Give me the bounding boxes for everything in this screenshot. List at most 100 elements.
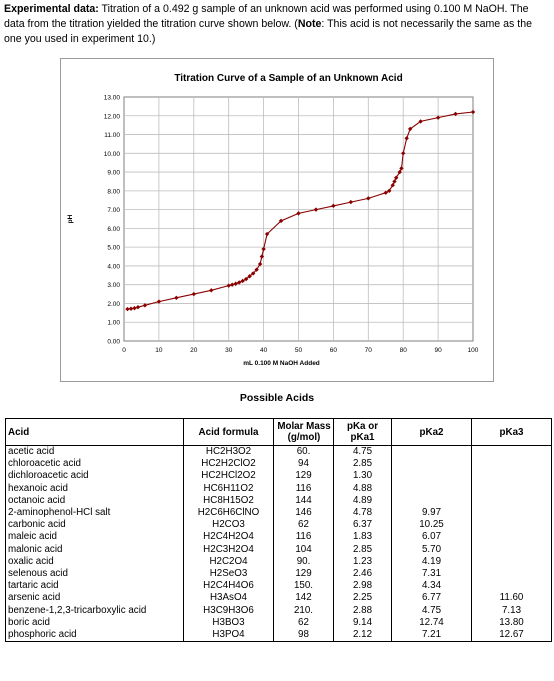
pka1-cell: 2.25 <box>333 592 392 605</box>
data-point <box>247 274 252 279</box>
pka3-cell: 13.80 <box>471 616 552 629</box>
data-point <box>418 119 423 124</box>
y-axis-label: pH <box>67 214 74 223</box>
data-point <box>125 306 130 312</box>
table-row: oxalic acid H2C2O4 90. 1.23 4.19 <box>5 555 552 568</box>
data-point <box>390 183 395 188</box>
molar-mass-cell: 150. <box>273 580 334 593</box>
formula-cell: H2C4H4O6 <box>183 580 274 593</box>
formula-cell: H2C4H2O4 <box>183 531 274 544</box>
pka3-cell <box>471 494 552 507</box>
header-pka1: pKa or pKa1 <box>333 418 392 446</box>
data-point <box>392 179 397 184</box>
pka2-cell: 4.34 <box>391 580 472 593</box>
pka3-cell <box>471 531 552 544</box>
x-tick-label: 0 <box>122 347 126 354</box>
pka2-cell <box>391 445 472 459</box>
acid-cell: octanoic acid <box>5 494 184 507</box>
y-tick-label: 9.00 <box>107 170 120 177</box>
data-point <box>383 190 388 195</box>
pka3-cell <box>471 470 552 483</box>
data-point <box>261 246 266 252</box>
pka1-cell: 6.37 <box>333 519 392 532</box>
y-tick-label: 10.00 <box>104 151 121 158</box>
pka2-cell <box>391 470 472 483</box>
formula-cell: HC2H2ClO2 <box>183 458 274 471</box>
data-point <box>407 126 413 132</box>
pka2-cell: 5.70 <box>391 543 472 556</box>
x-tick-label: 80 <box>400 347 408 354</box>
pka2-cell: 9.97 <box>391 506 472 520</box>
y-tick-label: 5.00 <box>107 245 120 252</box>
table-row: malonic acid H2C3H2O4 104 2.85 5.70 <box>5 543 552 556</box>
y-tick-label: 3.00 <box>107 282 120 289</box>
pka3-cell <box>471 482 552 495</box>
formula-cell: HC8H15O2 <box>183 494 274 507</box>
data-point <box>243 276 249 282</box>
table-header-row: Acid Acid formula Molar Mass (g/mol) pKa… <box>5 418 552 446</box>
y-tick-label: 0.00 <box>107 339 120 346</box>
data-point <box>470 109 476 115</box>
data-point <box>229 282 235 287</box>
acid-cell: carbonic acid <box>5 519 184 532</box>
formula-cell: HC2HCl2O2 <box>183 470 274 483</box>
pka1-cell: 1.23 <box>333 555 392 568</box>
molar-mass-cell: 116 <box>273 482 334 495</box>
pka2-cell <box>391 482 472 495</box>
formula-cell: H2SeO3 <box>183 567 274 581</box>
molar-mass-cell: 104 <box>273 543 334 556</box>
pka3-cell <box>471 567 552 581</box>
data-point <box>236 280 242 285</box>
pka2-cell <box>391 494 472 507</box>
pka1-cell: 1.83 <box>333 531 392 544</box>
formula-cell: H3AsO4 <box>183 592 274 605</box>
header-molar-mass: Molar Mass (g/mol) <box>273 418 334 446</box>
pka1-cell: 4.75 <box>333 445 392 459</box>
table-row: arsenic acid H3AsO4 142 2.25 6.77 11.60 <box>5 592 552 605</box>
data-point <box>209 288 214 293</box>
data-point <box>257 261 263 267</box>
x-tick-label: 20 <box>190 347 198 354</box>
titration-chart-frame: Titration Curve of a Sample of an Unknow… <box>60 58 494 382</box>
table-row: boric acid H3BO3 62 9.14 12.74 13.80 <box>5 616 552 629</box>
pka2-cell: 6.07 <box>391 531 472 544</box>
table-row: dichloroacetic acid HC2HCl2O2 129 1.30 <box>5 470 552 483</box>
pka3-cell: 12.67 <box>471 628 552 642</box>
molar-mass-cell: 62 <box>273 616 334 629</box>
y-tick-label: 7.00 <box>107 207 120 214</box>
data-point <box>259 254 265 259</box>
acid-cell: acetic acid <box>5 445 184 459</box>
molar-mass-cell: 146 <box>273 506 334 520</box>
x-axis-label: mL 0.100 M NaOH Added <box>243 360 320 367</box>
y-tick-label: 12.00 <box>104 113 121 120</box>
table-row: octanoic acid HC8H15O2 144 4.89 <box>5 494 552 507</box>
data-point <box>404 136 409 141</box>
acid-cell: 2-aminophenol-HCl salt <box>5 506 184 520</box>
table-row: benzene-1,2,3-tricarboxylic acid H3C9H3O6… <box>5 604 552 617</box>
data-point <box>397 169 402 175</box>
x-tick-label: 90 <box>434 347 442 354</box>
pka2-cell: 4.19 <box>391 555 472 568</box>
series-line <box>127 111 474 310</box>
acid-cell: tartaric acid <box>5 580 184 593</box>
pka3-cell <box>471 555 552 568</box>
pka1-cell: 2.12 <box>333 628 392 642</box>
header-pka3: pKa3 <box>471 418 552 446</box>
table-row: carbonic acid H2CO3 62 6.37 10.25 <box>5 519 552 532</box>
data-point <box>174 295 179 301</box>
data-point <box>191 291 196 297</box>
possible-acids-title: Possible Acids <box>239 392 315 404</box>
data-point <box>233 281 238 286</box>
acid-cell: dichloroacetic acid <box>5 470 184 483</box>
molar-mass-cell: 144 <box>273 494 334 507</box>
header-acid: Acid <box>5 418 184 446</box>
pka2-cell: 6.77 <box>391 592 472 605</box>
chart-title: Titration Curve of a Sample of an Unknow… <box>174 73 402 84</box>
pka2-cell: 4.75 <box>391 604 472 617</box>
y-tick-label: 1.00 <box>107 320 120 327</box>
y-tick-label: 2.00 <box>107 301 120 308</box>
acid-cell: selenous acid <box>5 567 184 581</box>
data-point <box>278 218 284 224</box>
pka1-cell: 1.30 <box>333 470 392 483</box>
pka1-cell: 2.85 <box>333 543 392 556</box>
